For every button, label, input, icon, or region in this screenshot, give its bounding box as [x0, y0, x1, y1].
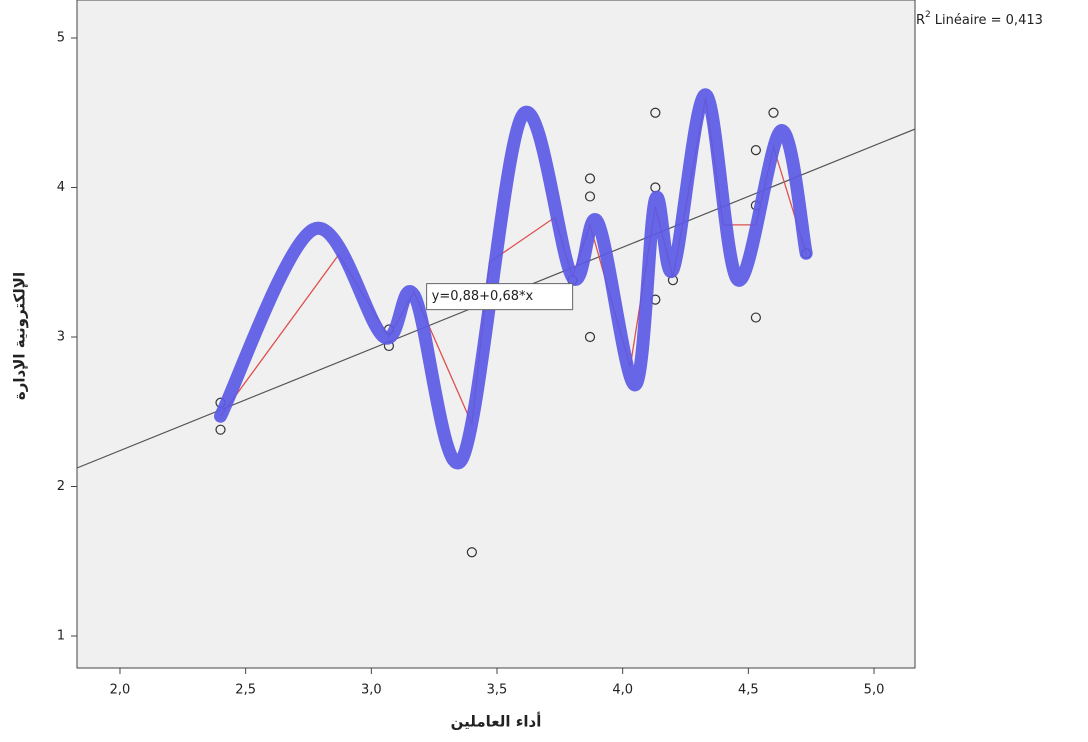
point [650, 107, 661, 118]
x-tick-label: 2,0 [110, 683, 131, 698]
plot-area [76, 0, 916, 669]
x-tick-label: 4,5 [738, 683, 759, 698]
y-axis-label: الإلكترونية الإدارة [11, 272, 29, 400]
x-tick-label: 2,5 [235, 683, 256, 698]
x-tick-label: 3,5 [487, 683, 508, 698]
y-tick-label: 4 [57, 180, 65, 195]
point [215, 424, 226, 435]
y-tick-label: 3 [57, 329, 65, 344]
x-axis-label: أداء العاملين [451, 712, 542, 731]
r-symbol: R [916, 13, 925, 28]
y-tick-label: 2 [57, 479, 65, 494]
point [750, 145, 761, 156]
x-tick-label: 5,0 [864, 683, 885, 698]
x-tick-label: 4,0 [612, 683, 633, 698]
spline-curve [214, 88, 813, 470]
point [584, 173, 596, 184]
fit-label-box [426, 283, 574, 311]
x-tick-label: 3,0 [361, 683, 382, 698]
y-tick-label: 5 [57, 30, 65, 45]
point [750, 312, 761, 323]
r-superscript: 2 [925, 10, 931, 20]
point [584, 191, 596, 202]
r-text: Linéaire = 0,413 [935, 13, 1043, 28]
point [466, 547, 477, 558]
point [584, 331, 596, 343]
point [768, 107, 779, 118]
r-squared: R2 Linéaire = 0,413 [916, 10, 1043, 28]
y-tick-label: 1 [57, 629, 65, 644]
fit-label: y=0,88+0,68*x [432, 289, 534, 304]
